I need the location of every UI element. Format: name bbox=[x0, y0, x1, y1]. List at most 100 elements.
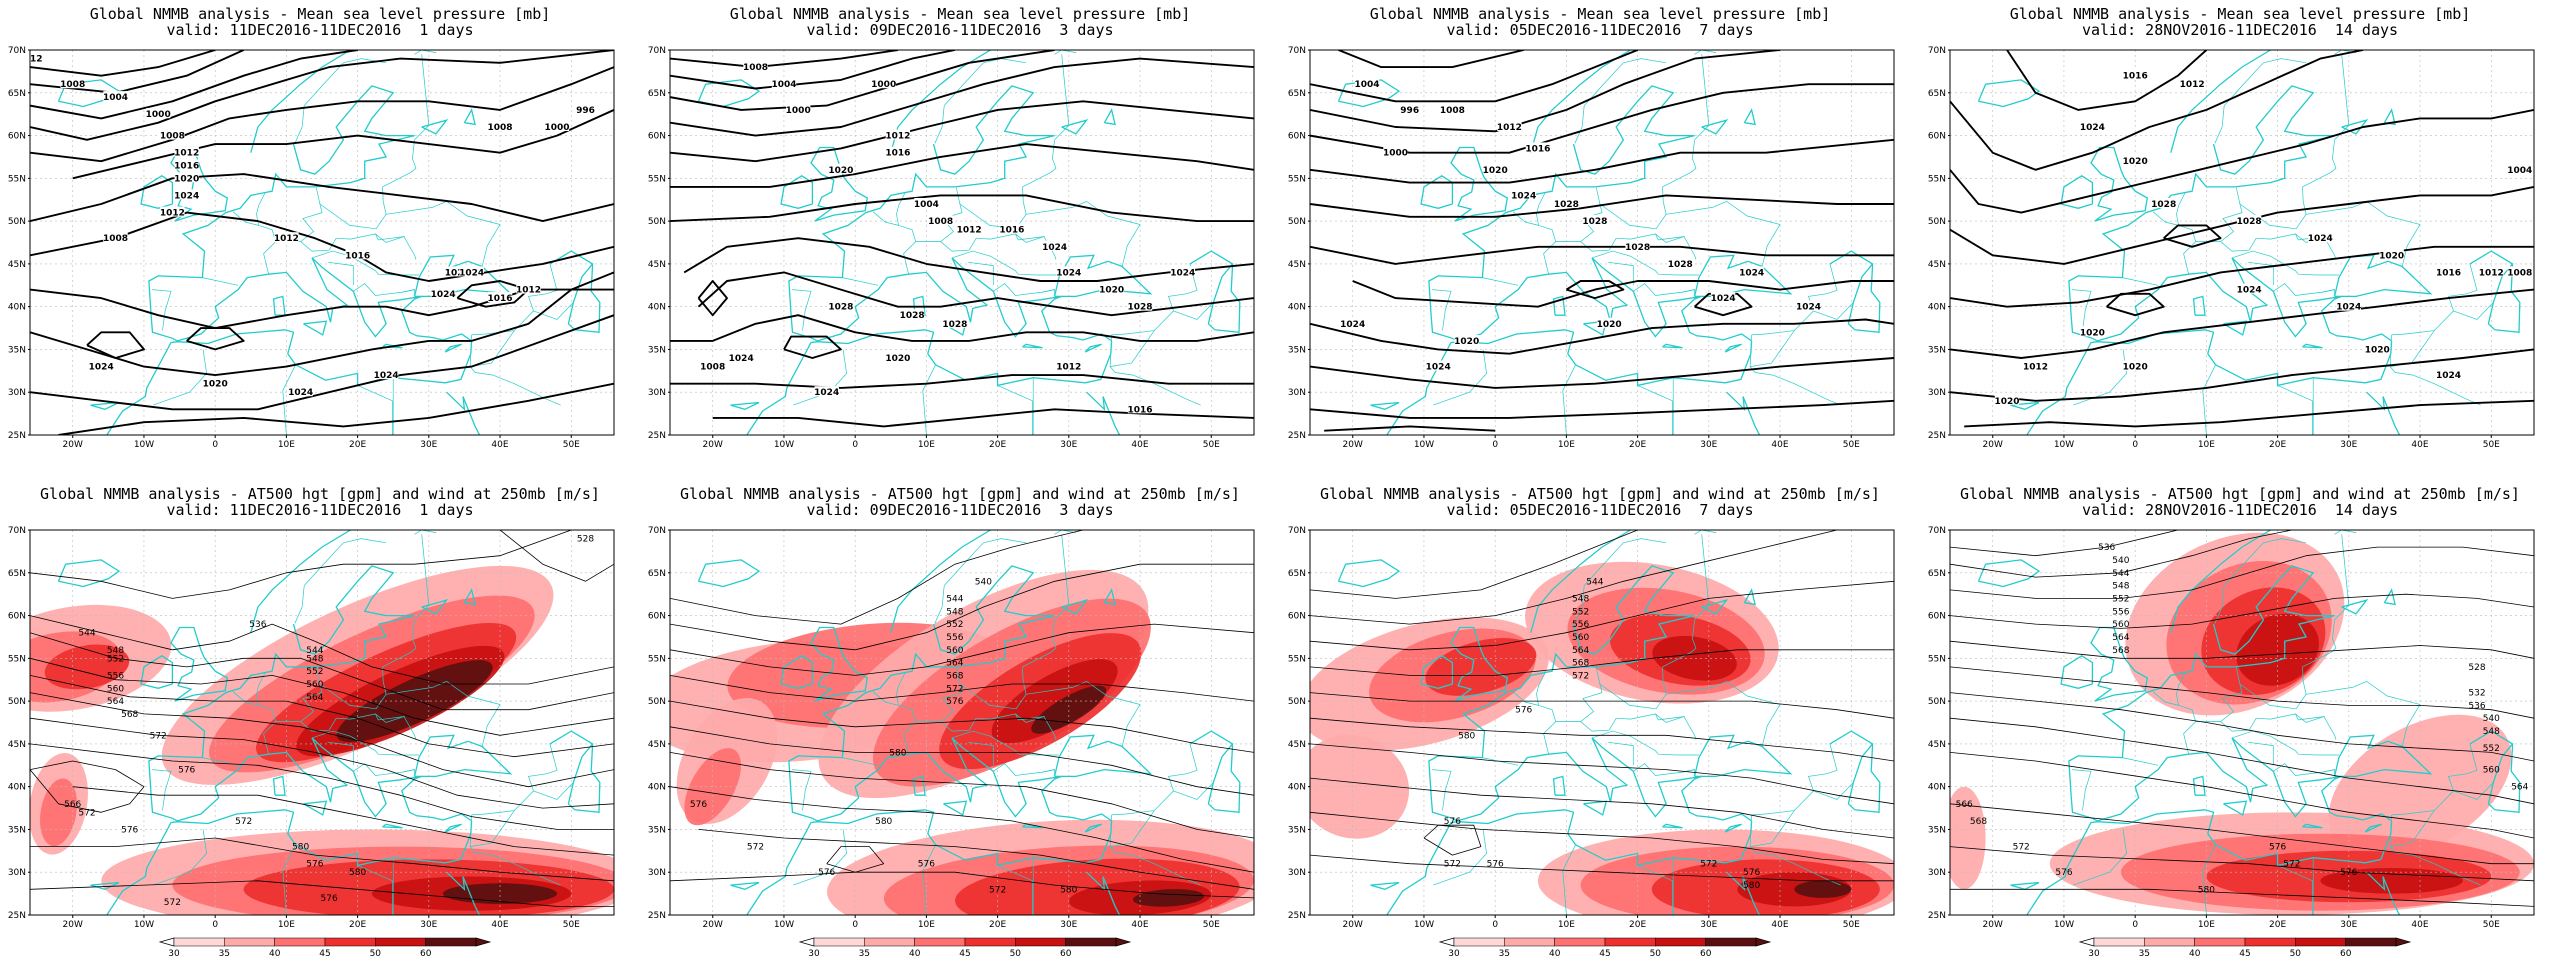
contour-label: 580 bbox=[2198, 885, 2215, 895]
colorbar-swatch bbox=[224, 937, 275, 947]
colorbar-swatch bbox=[2093, 937, 2145, 947]
coastline bbox=[444, 343, 462, 353]
country-border bbox=[1599, 186, 1667, 230]
coastline bbox=[943, 800, 968, 816]
isobar-label: 1012 bbox=[885, 132, 910, 142]
lon-label: 10E bbox=[278, 440, 295, 450]
lat-label: 25N bbox=[1928, 431, 1946, 441]
label-bg bbox=[2123, 155, 2148, 166]
label-bg bbox=[885, 352, 911, 362]
isobar-label: 1016 bbox=[2436, 268, 2461, 278]
country-border bbox=[1813, 302, 1854, 320]
panel-title: Global NMMB analysis - AT500 hgt [gpm] a… bbox=[40, 485, 600, 503]
coastline bbox=[292, 565, 415, 664]
lat-label: 45N bbox=[1288, 260, 1306, 270]
coastline bbox=[1701, 599, 1729, 615]
country-border bbox=[2453, 782, 2494, 800]
country-border bbox=[2306, 681, 2421, 747]
height-contour bbox=[30, 675, 614, 758]
colorbar: 30 35 40 45 50 60 bbox=[158, 937, 492, 959]
coastline bbox=[1022, 343, 1043, 349]
lon-label: 40E bbox=[491, 920, 508, 930]
height-contour bbox=[1950, 717, 2534, 805]
isobar-label: 1024 bbox=[1711, 294, 1736, 304]
height-contour bbox=[1950, 692, 2534, 762]
isobar-label: 1024 bbox=[1796, 303, 1821, 313]
isobar-label: 1012 bbox=[516, 286, 541, 296]
height-contour bbox=[72, 786, 614, 856]
isobar-label: 1024 bbox=[1042, 243, 1067, 253]
lat-label: 30N bbox=[1928, 388, 1946, 398]
contour-label: 566 bbox=[1956, 800, 1973, 810]
isobar-label: 1028 bbox=[942, 320, 967, 330]
lat-label: 40N bbox=[8, 303, 26, 313]
lon-label: 50E bbox=[1203, 440, 1220, 450]
lat-label: 65N bbox=[1288, 89, 1306, 99]
isobar bbox=[186, 327, 245, 351]
lon-label: 50E bbox=[1843, 440, 1860, 450]
coastline bbox=[2212, 565, 2335, 664]
contour-label: 536 bbox=[2468, 701, 2485, 711]
isobar bbox=[1310, 138, 1894, 184]
wind-shade bbox=[336, 660, 493, 743]
isobar-label: 1028 bbox=[900, 311, 925, 321]
country-border bbox=[1512, 691, 1539, 706]
label-bg bbox=[2080, 326, 2105, 337]
isobar-label: 1020 bbox=[1597, 320, 1622, 330]
label-bg bbox=[942, 317, 968, 328]
contour-label: 576 bbox=[1743, 868, 1760, 878]
coastline bbox=[549, 730, 601, 814]
label-bg bbox=[1596, 317, 1622, 328]
country-border bbox=[1750, 330, 1795, 367]
coastline bbox=[2469, 730, 2521, 814]
contour-label: 576 bbox=[818, 868, 835, 878]
country-border bbox=[791, 769, 812, 811]
lat-label: 35N bbox=[1288, 825, 1306, 835]
isobar-label: 1020 bbox=[885, 354, 910, 364]
lon-label: 30E bbox=[1700, 440, 1717, 450]
contour-label: 568 bbox=[1572, 659, 1589, 669]
isobar-label: 1012 bbox=[2479, 268, 2504, 278]
isobar-label: 1024 bbox=[2080, 123, 2105, 133]
country-border bbox=[1655, 713, 1685, 721]
label-bg bbox=[1710, 292, 1736, 303]
label-bg bbox=[786, 103, 811, 114]
label-bg bbox=[956, 223, 982, 234]
label-bg bbox=[2436, 369, 2461, 380]
contour-label: 572 bbox=[946, 684, 963, 694]
isobar-label: 1024 bbox=[288, 388, 313, 398]
coastline bbox=[1084, 343, 1102, 353]
coastline bbox=[1829, 730, 1881, 814]
isobar bbox=[30, 50, 614, 141]
lat-label: 60N bbox=[1288, 132, 1306, 142]
panel-subtitle: valid: 09DEC2016-11DEC2016 3 days bbox=[806, 21, 1114, 39]
country-border bbox=[2152, 211, 2179, 226]
isobar bbox=[30, 50, 245, 94]
plot-area bbox=[30, 50, 614, 435]
lon-label: 30E bbox=[420, 920, 437, 930]
map-layers: 1008100410001000101210161020100410081012… bbox=[670, 50, 1254, 435]
contour-label: 544 bbox=[306, 646, 323, 656]
isobar bbox=[670, 194, 1254, 223]
country-border bbox=[1015, 713, 1045, 721]
coastline bbox=[1693, 734, 1793, 778]
height-contour bbox=[1950, 888, 2534, 907]
contour-label: 544 bbox=[2112, 569, 2129, 579]
colorbar-low-arrow bbox=[1438, 937, 1455, 947]
coastline bbox=[170, 626, 229, 702]
country-border bbox=[2453, 302, 2494, 320]
coastline bbox=[2302, 823, 2323, 829]
coastline bbox=[1662, 343, 1683, 349]
country-border bbox=[414, 530, 437, 535]
isobar-label: 1012 bbox=[1497, 123, 1522, 133]
coastline bbox=[912, 775, 926, 796]
lat-label: 55N bbox=[648, 654, 666, 664]
coastline bbox=[1726, 871, 1761, 915]
lat-label: 55N bbox=[8, 654, 26, 664]
label-bg bbox=[445, 266, 470, 277]
height-contour bbox=[30, 717, 614, 809]
country-border bbox=[872, 691, 899, 706]
label-bg bbox=[914, 198, 939, 208]
map-z500: 540 544 548 552 556 560 564 568 572 576 580 576 572 5… bbox=[648, 526, 1255, 959]
country-border bbox=[471, 743, 558, 816]
